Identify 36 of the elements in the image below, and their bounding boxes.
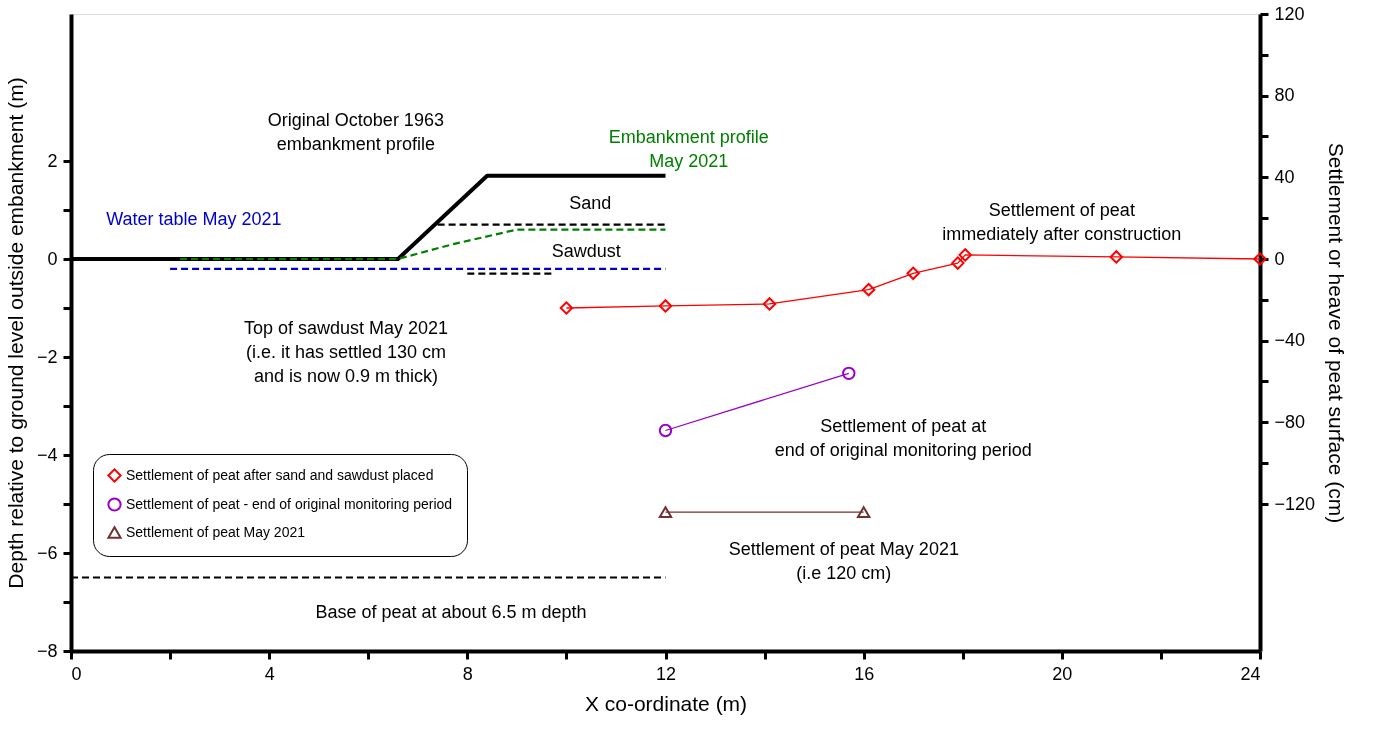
y2-tick-label: 0	[1274, 248, 1285, 269]
annotation: Sand	[569, 193, 612, 214]
y2-tick-label: −80	[1274, 411, 1306, 432]
annotation: Original October 1963 embankment profile	[267, 109, 444, 154]
y2-tick-label: 120	[1274, 3, 1305, 24]
annotation: Water table May 2021	[106, 208, 282, 229]
y-tick-label: −8	[36, 640, 58, 661]
y2-axis-title: Settlement or heave of peat surface (cm)	[1325, 142, 1349, 524]
y2-tick-label: −40	[1274, 330, 1306, 351]
y-tick-label: −2	[36, 346, 58, 367]
x-tick-label: 20	[1052, 663, 1073, 684]
annotation: Embankment profile May 2021	[608, 126, 769, 171]
y2-tick-label: 40	[1274, 166, 1295, 187]
y-tick-label: 2	[47, 150, 58, 171]
x-tick-label: 0	[71, 663, 82, 684]
y2-tick-label: −120	[1274, 493, 1316, 514]
legend-label: Settlement of peat May 2021	[126, 523, 306, 540]
y-tick-label: 0	[47, 248, 58, 269]
annotation: Sawdust	[551, 241, 621, 262]
annotation: Settlement of peat May 2021 (i.e 120 cm)	[728, 538, 959, 583]
y2-tick-label: 80	[1274, 85, 1295, 106]
annotation: Base of peat at about 6.5 m depth	[315, 601, 587, 622]
x-tick-label: 16	[854, 663, 875, 684]
y-tick-label: −4	[36, 444, 58, 465]
x-tick-label: 8	[462, 663, 473, 684]
annotation: Settlement of peat at end of original monitoring period	[774, 415, 1032, 460]
y-tick-label: −6	[36, 542, 58, 563]
x-tick-label: 4	[264, 663, 275, 684]
x-tick-label: 12	[655, 663, 677, 684]
legend-label: Settlement of peat after sand and sawdust placed	[126, 466, 434, 483]
y-axis-title: Depth relative to ground level outside embankment (m)	[3, 77, 27, 589]
x-tick-label: 24	[1240, 663, 1261, 684]
x-axis-title: X co-ordinate (m)	[584, 691, 748, 715]
legend-label: Settlement of peat - end of original monitoring period	[126, 495, 453, 512]
annotation: Settlement of peat immediately after construction	[942, 199, 1182, 244]
annotation: Top of sawdust May 2021 (i.e. it has settled 130 cm and is now 0.9 m thick)	[243, 318, 449, 387]
